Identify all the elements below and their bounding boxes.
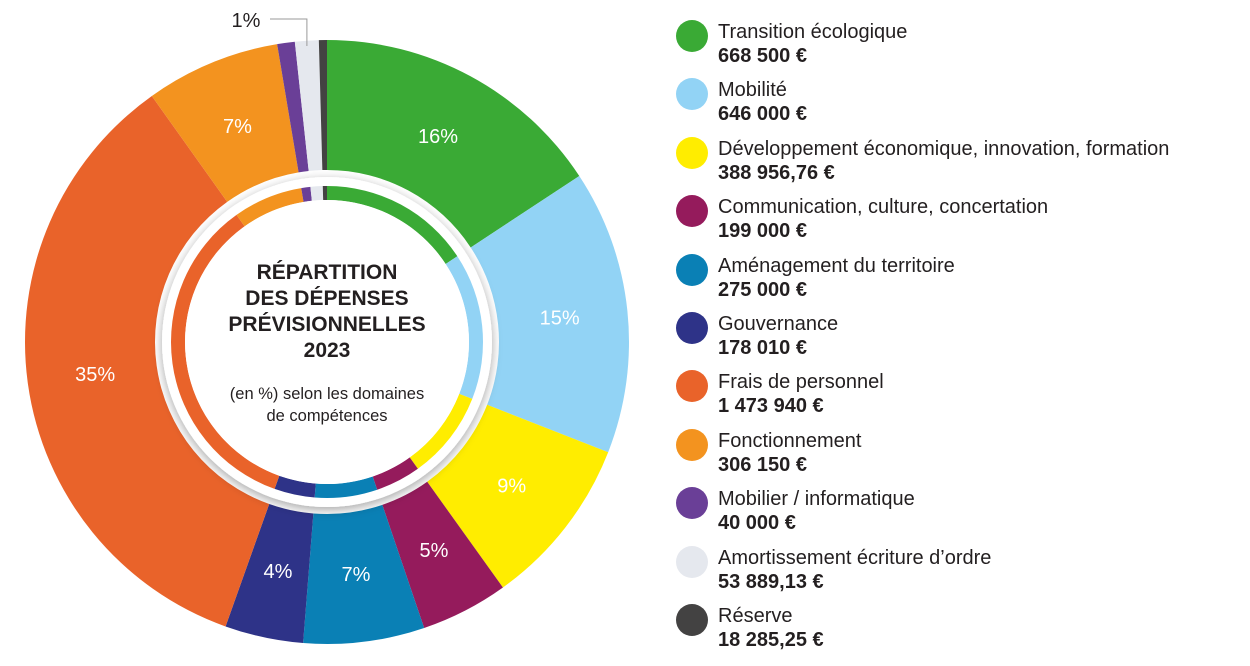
chart-title-line: DES DÉPENSES: [245, 287, 408, 310]
legend-item-frais-de-personnel: Frais de personnel 1 473 940 €: [676, 366, 1246, 424]
inner-slice-frais-de-personnel: [170, 214, 280, 489]
legend-label: Amortissement écriture d’ordre: [718, 546, 992, 569]
legend-swatch: [676, 370, 708, 403]
legend-amount: 646 000 €: [718, 103, 807, 126]
slice-developpement-economique-innovation-formation: [427, 404, 609, 588]
inner-slice-mobilite: [445, 256, 483, 399]
callout-line: [270, 18, 308, 46]
pct-label-amenagement-du-territoire: 7%: [342, 564, 371, 586]
slice-transition-ecologique: [327, 40, 580, 248]
legend-label: Transition écologique: [718, 21, 908, 43]
legend-swatch: [676, 603, 708, 636]
slice-fonctionnement: [151, 44, 299, 202]
legend-swatch: [676, 78, 708, 111]
chart-subtitle-line: (en %) selon les domaines: [230, 385, 424, 403]
legend-label: Aménagement du territoire: [718, 254, 955, 277]
legend-swatch: [676, 253, 708, 286]
legend-label: Frais de personnel: [718, 371, 884, 394]
pct-label-gouvernance: 4%: [264, 561, 293, 583]
legend-swatch: [676, 545, 708, 578]
slice-mobilite: [470, 176, 630, 453]
legend-label: Communication, culture, concertation: [718, 196, 1049, 219]
slice-mobilier-informatique: [277, 41, 309, 173]
legend-label: Fonctionnement: [718, 429, 862, 452]
legend-label: Réserve: [718, 604, 793, 627]
legend-item-mobilier-informatique: Mobilier / informatique 40 000 €: [676, 483, 1246, 541]
legend-swatch: [676, 487, 708, 520]
inner-slice-reserve: [322, 186, 327, 201]
inner-slice-communication-culture-concertation: [372, 457, 418, 490]
inner-slice-developpement-economique-innovation-formation: [409, 393, 473, 469]
legend-amount: 178 010 €: [718, 336, 807, 359]
slice-gouvernance: [225, 504, 314, 644]
slice-frais-de-personnel: [24, 95, 270, 627]
pct-label-transition-ecologique: 16%: [418, 126, 458, 148]
percent-labels: 16% 15% 9% 5% 7% 4% 35% 7% 1%: [75, 10, 580, 586]
chart-title-line: RÉPARTITION: [257, 261, 398, 284]
chart-title-line: PRÉVISIONNELLES: [228, 313, 425, 336]
legend-label: Gouvernance: [718, 312, 839, 335]
legend-amount: 53 889,13 €: [718, 570, 824, 593]
legend-item-communication-culture-concertation: Communication, culture, concertation 199 …: [676, 191, 1246, 249]
slice-amenagement-du-territoire: [303, 504, 425, 644]
center-title: RÉPARTITION DES DÉPENSES PRÉVISIONNELLES 20…: [228, 261, 425, 425]
legend-swatch: [676, 20, 708, 52]
pct-label-communication-culture-concertation: 5%: [420, 540, 449, 562]
legend-item-mobilite: Mobilité 646 000 €: [676, 74, 1246, 132]
legend-label: Mobilier / informatique: [718, 488, 915, 511]
donut-chart: 16% 15% 9% 5% 7% 4% 35% 7% 1% RÉPARTITION DES DÉP…: [24, 10, 630, 644]
slice-communication-culture-concertation: [382, 481, 503, 628]
legend-amount: 18 285,25 €: [718, 628, 824, 651]
legend-item-amortissement-ecriture-d-ordre: Amortissement écriture d’ordre 53 889,13 …: [676, 542, 1246, 600]
chart-subtitle-line: de compétences: [266, 407, 387, 425]
legend-item-reserve: Réserve 18 285,25 €: [676, 600, 1246, 658]
inner-slice-transition-ecologique: [327, 186, 458, 264]
outer-ring-slices: [24, 39, 630, 644]
legend-item-gouvernance: Gouvernance 178 010 €: [676, 308, 1246, 366]
legend: Transition écologique 668 500 € Mobilité 64…: [676, 16, 1246, 658]
pct-label-frais-de-personnel: 35%: [75, 364, 115, 386]
slice-reserve: [318, 39, 327, 171]
pct-label-developpement-economique-innovation-formation: 9%: [497, 476, 526, 498]
legend-label: Mobilité: [718, 79, 787, 102]
inner-slice-gouvernance: [274, 475, 316, 498]
inner-slice-mobilier-informatique: [301, 186, 312, 202]
chart-title-line: 2023: [304, 339, 351, 362]
legend-swatch: [676, 136, 708, 169]
pct-label-mobilite: 15%: [540, 308, 580, 330]
legend-item-fonctionnement: Fonctionnement 306 150 €: [676, 425, 1246, 483]
legend-amount: 306 150 €: [718, 453, 807, 476]
legend-swatch: [676, 428, 708, 461]
legend-item-amenagement-du-territoire: Aménagement du territoire 275 000 €: [676, 250, 1246, 308]
callout-line-group: [270, 18, 308, 46]
legend-amount: 388 956,76 €: [718, 161, 835, 184]
center-white-area: [185, 200, 469, 484]
legend-amount: 199 000 €: [718, 220, 807, 243]
slice-amortissement-ecriture-d-ordre: [294, 40, 323, 171]
legend-swatch: [676, 195, 708, 228]
pct-label-fonctionnement: 7%: [223, 116, 252, 138]
legend-amount: 275 000 €: [718, 278, 807, 301]
inner-slice-fonctionnement: [236, 188, 304, 227]
legend-amount: 1 473 940 €: [718, 395, 824, 418]
legend-label: Développement économique, innovation, fo…: [718, 137, 1170, 160]
legend-item-transition-ecologique: Transition écologique 668 500 €: [676, 16, 1246, 74]
legend-item-developpement-economique-innovation-formation: Développement économique, innovation, fo…: [676, 133, 1246, 191]
inner-ring-slices: [170, 186, 483, 498]
inner-slice-amenagement-du-territoire: [314, 476, 378, 498]
legend-amount: 40 000 €: [718, 512, 796, 535]
pct-label-amortissement-ecriture-d-ordre: 1%: [232, 10, 261, 32]
inner-slice-amortissement-ecriture-d-ordre: [310, 186, 324, 201]
legend-swatch: [676, 311, 708, 344]
legend-amount: 668 500 €: [718, 45, 807, 67]
